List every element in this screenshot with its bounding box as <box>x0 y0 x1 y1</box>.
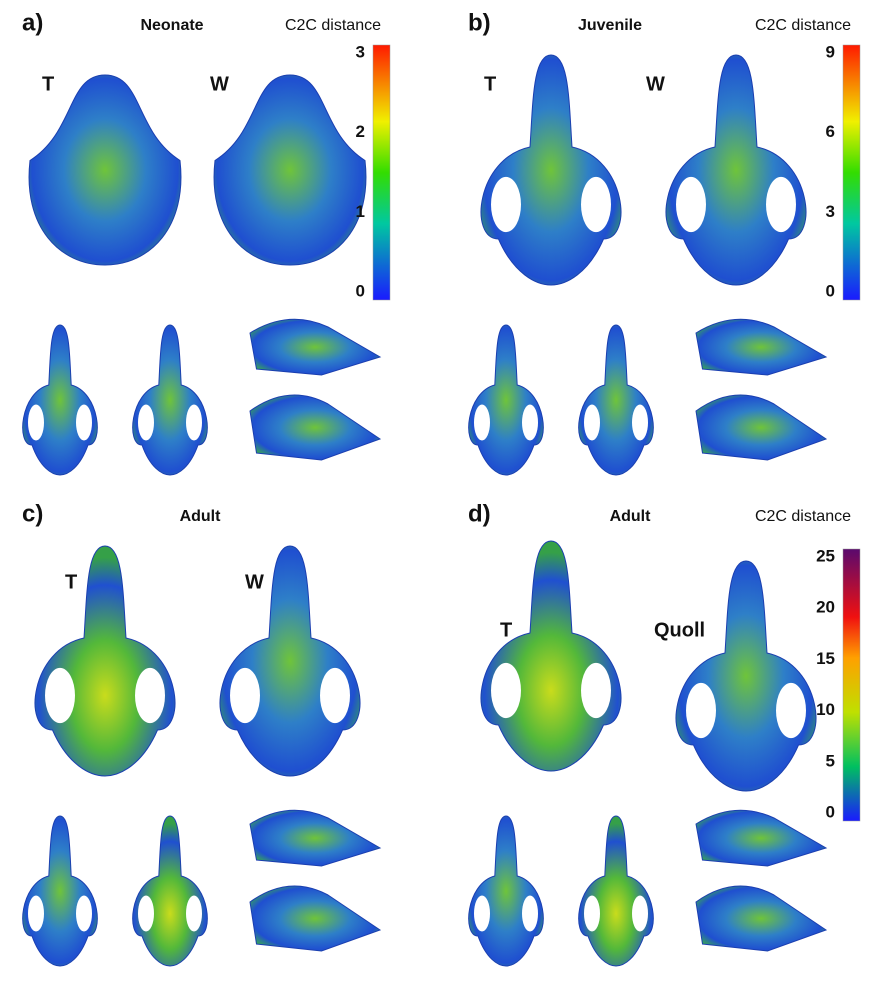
colorbar-tick-label: 3 <box>356 42 365 61</box>
panel-label: a) <box>22 9 43 36</box>
panel-label: c) <box>22 500 43 527</box>
skull-opening <box>491 662 521 719</box>
colorbar-tick-label: 9 <box>826 42 835 61</box>
skull-render <box>578 324 654 476</box>
specimen-label: W <box>245 571 264 593</box>
skull-render <box>22 815 98 967</box>
skull-opening <box>474 404 490 441</box>
specimen-label: W <box>210 73 229 95</box>
colorbar-title: C2C distance <box>285 17 381 34</box>
specimen-label: T <box>484 73 496 95</box>
skull-render <box>34 545 176 777</box>
skull-opening <box>491 176 521 233</box>
skull-opening <box>584 895 600 932</box>
skull-render <box>132 815 208 967</box>
colorbar-tick-label: 20 <box>816 598 835 617</box>
skull-opening <box>776 682 806 739</box>
skull-render <box>213 74 367 266</box>
skull-lateral-render <box>249 885 382 952</box>
skull-opening <box>135 667 165 724</box>
skull-render <box>675 560 817 792</box>
skull-opening <box>581 176 611 233</box>
colorbar-tick-label: 1 <box>356 202 365 221</box>
skull-opening <box>186 404 202 441</box>
skull-opening <box>230 667 260 724</box>
skull-lateral-render <box>249 318 382 376</box>
skull-lateral-render <box>695 809 828 867</box>
skull-opening <box>686 682 716 739</box>
skull-opening <box>320 667 350 724</box>
skull-opening <box>632 404 648 441</box>
colorbar-tick-label: 5 <box>826 751 835 770</box>
skull-opening <box>766 176 796 233</box>
colorbar-tick-label: 10 <box>816 700 835 719</box>
panel-title: Juvenile <box>578 17 642 34</box>
colorbar-tick-label: 6 <box>826 122 835 141</box>
skull-opening <box>28 404 44 441</box>
colorbar-title: C2C distance <box>755 17 851 34</box>
skull-lateral-render <box>695 318 828 376</box>
skull-render <box>22 324 98 476</box>
skull-lateral-render <box>249 809 382 867</box>
skull-render <box>132 324 208 476</box>
specimen-label: W <box>646 73 665 95</box>
skull-opening <box>522 404 538 441</box>
skull-opening <box>676 176 706 233</box>
skull-render <box>468 815 544 967</box>
colorbar <box>842 548 861 822</box>
skull-lateral-render <box>249 394 382 461</box>
specimen-label: T <box>65 571 77 593</box>
colorbar-tick-label: 0 <box>826 281 835 300</box>
colorbar-tick-label: 0 <box>826 802 835 821</box>
colorbar-tick-label: 2 <box>356 122 365 141</box>
skull-render <box>578 815 654 967</box>
skull-opening <box>522 895 538 932</box>
colorbar <box>842 44 861 301</box>
panel-label: b) <box>468 9 491 36</box>
skull-render <box>219 545 361 777</box>
skull-opening <box>474 895 490 932</box>
skull-lateral-render <box>695 394 828 461</box>
colorbar-tick-label: 3 <box>826 202 835 221</box>
panel-label: d) <box>468 500 491 527</box>
skull-lateral-render <box>695 885 828 952</box>
skull-opening <box>186 895 202 932</box>
skull-render <box>665 54 807 286</box>
skull-opening <box>584 404 600 441</box>
specimen-label: T <box>42 73 54 95</box>
skull-render <box>480 540 622 772</box>
skull-opening <box>28 895 44 932</box>
colorbar-tick-label: 25 <box>816 546 835 565</box>
skull-opening <box>138 895 154 932</box>
panel-title: Neonate <box>140 17 203 34</box>
skull-opening <box>581 662 611 719</box>
skull-opening <box>632 895 648 932</box>
skull-opening <box>76 895 92 932</box>
skull-opening <box>76 404 92 441</box>
skull-render <box>28 74 182 266</box>
colorbar-title: C2C distance <box>755 508 851 525</box>
colorbar <box>372 44 391 301</box>
panel-title: Adult <box>180 508 222 525</box>
specimen-label: Quoll <box>654 619 705 641</box>
skull-opening <box>45 667 75 724</box>
specimen-label: T <box>500 619 512 641</box>
colorbar-tick-label: 0 <box>356 281 365 300</box>
skull-render <box>480 54 622 286</box>
skull-opening <box>138 404 154 441</box>
colorbar-tick-label: 15 <box>816 649 835 668</box>
skull-render <box>468 324 544 476</box>
panel-title: Adult <box>610 508 652 525</box>
